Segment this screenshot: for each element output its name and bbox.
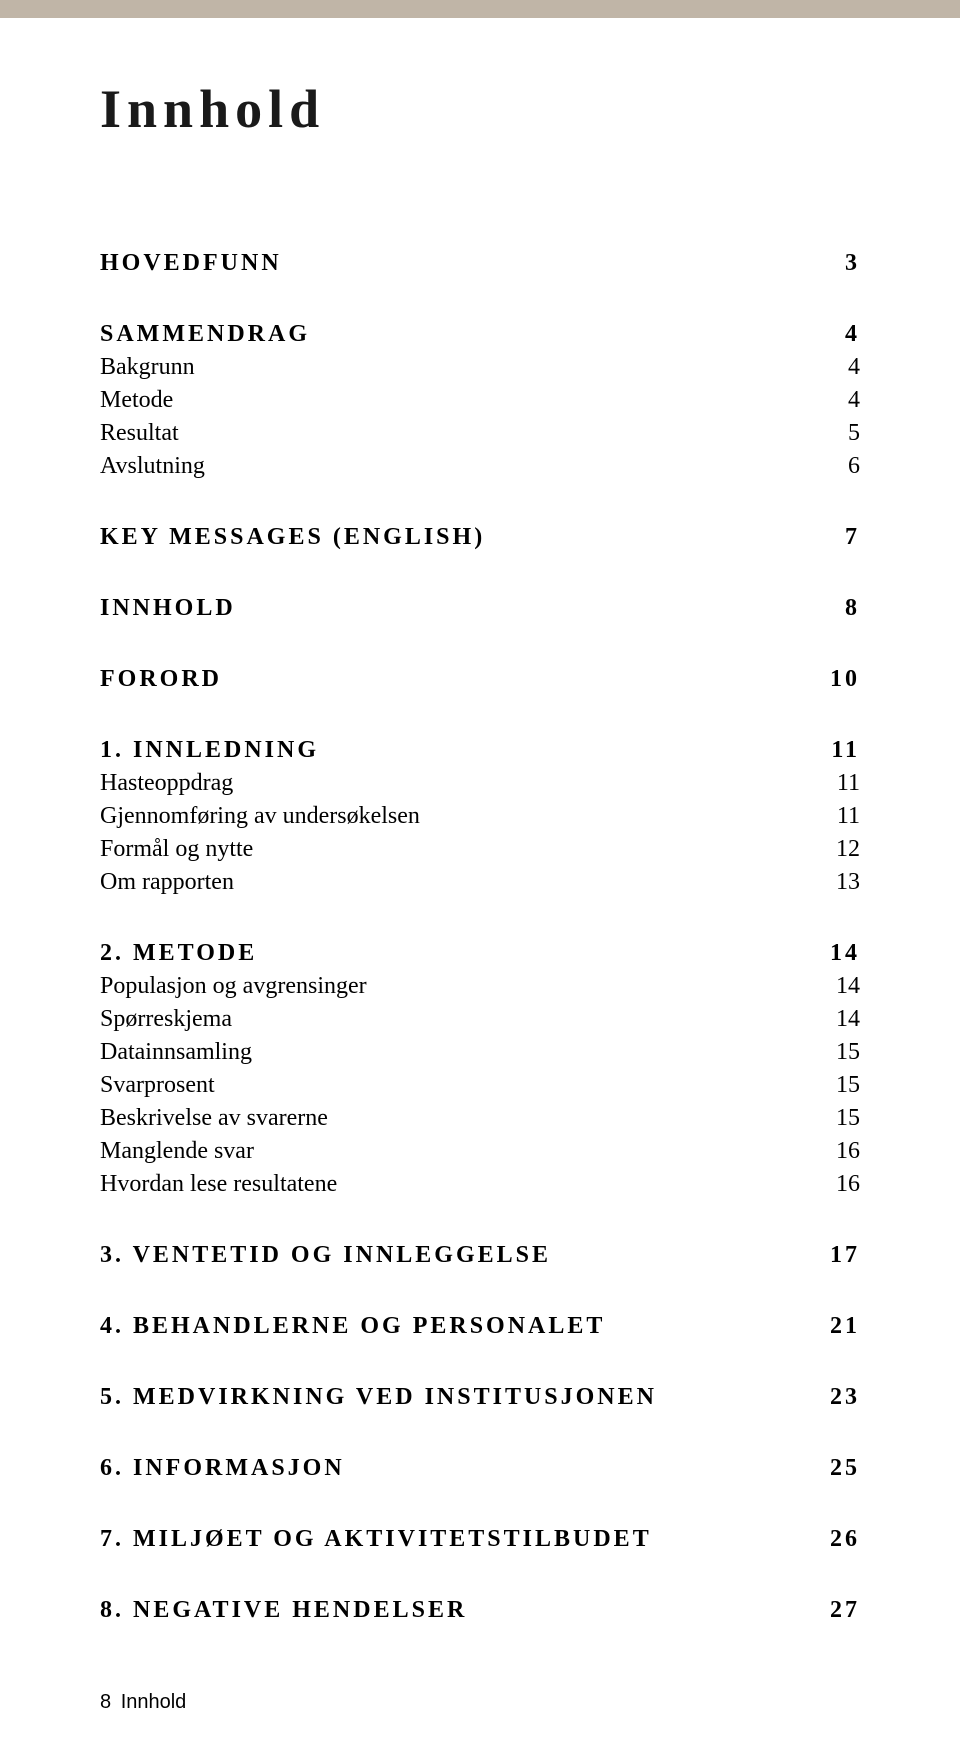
toc-sub-item: Om rapporten13	[100, 869, 860, 896]
toc-sub-item: Populasjon og avgrensinger14	[100, 973, 860, 1000]
toc-section-heading: HOVEDFUNN3	[100, 250, 860, 277]
toc-section-heading: INNHOLD8	[100, 595, 860, 622]
toc-page-number: 4	[820, 387, 860, 414]
footer-page-number: 8	[100, 1691, 111, 1713]
toc-label: 6. INFORMASJON	[100, 1455, 820, 1482]
toc-label: KEY MESSAGES (ENGLISH)	[100, 524, 820, 551]
toc-page-number: 7	[820, 524, 860, 551]
toc-section-heading: SAMMENDRAG4	[100, 321, 860, 348]
toc-label: Metode	[100, 387, 820, 414]
toc-label: Svarprosent	[100, 1072, 820, 1099]
toc-label: 2. METODE	[100, 940, 820, 967]
page: Innhold HOVEDFUNN3SAMMENDRAG4Bakgrunn4Me…	[0, 0, 960, 1750]
toc-label: 3. VENTETID OG INNLEGGELSE	[100, 1242, 820, 1269]
toc-page-number: 13	[820, 869, 860, 896]
toc-section-heading: 6. INFORMASJON25	[100, 1455, 860, 1482]
toc-sub-item: Formål og nytte12	[100, 836, 860, 863]
toc-label: Hvordan lese resultatene	[100, 1171, 820, 1198]
toc-page-number: 4	[820, 321, 860, 348]
toc-page-number: 26	[820, 1526, 860, 1553]
toc-label: INNHOLD	[100, 595, 820, 622]
toc-label: 7. MILJØET OG AKTIVITETSTILBUDET	[100, 1526, 820, 1553]
toc-label: Manglende svar	[100, 1138, 820, 1165]
toc-section-heading: 1. INNLEDNING11	[100, 737, 860, 764]
toc-page-number: 23	[820, 1384, 860, 1411]
toc-page-number: 12	[820, 836, 860, 863]
toc-page-number: 17	[820, 1242, 860, 1269]
toc-sub-item: Beskrivelse av svarerne15	[100, 1105, 860, 1132]
toc-label: Resultat	[100, 420, 820, 447]
toc-page-number: 10	[820, 666, 860, 693]
page-footer: 8 Innhold	[100, 1691, 186, 1714]
toc-page-number: 11	[820, 770, 860, 797]
toc-label: 5. MEDVIRKNING VED INSTITUSJONEN	[100, 1384, 820, 1411]
toc-sub-item: Manglende svar16	[100, 1138, 860, 1165]
toc-sub-item: Avslutning6	[100, 453, 860, 480]
toc-label: 8. NEGATIVE HENDELSER	[100, 1597, 820, 1624]
toc-page-number: 25	[820, 1455, 860, 1482]
toc-label: FORORD	[100, 666, 820, 693]
toc-label: Spørreskjema	[100, 1006, 820, 1033]
toc-label: Datainnsamling	[100, 1039, 820, 1066]
table-of-contents: HOVEDFUNN3SAMMENDRAG4Bakgrunn4Metode4Res…	[100, 250, 860, 1624]
toc-label: Avslutning	[100, 453, 820, 480]
toc-sub-item: Datainnsamling15	[100, 1039, 860, 1066]
footer-label: Innhold	[121, 1691, 187, 1713]
toc-label: Beskrivelse av svarerne	[100, 1105, 820, 1132]
toc-sub-item: Svarprosent15	[100, 1072, 860, 1099]
toc-label: Populasjon og avgrensinger	[100, 973, 820, 1000]
toc-sub-item: Hasteoppdrag11	[100, 770, 860, 797]
toc-page-number: 8	[820, 595, 860, 622]
toc-label: 1. INNLEDNING	[100, 737, 820, 764]
toc-section-heading: 3. VENTETID OG INNLEGGELSE17	[100, 1242, 860, 1269]
toc-label: Formål og nytte	[100, 836, 820, 863]
toc-page-number: 21	[820, 1313, 860, 1340]
content-area: Innhold HOVEDFUNN3SAMMENDRAG4Bakgrunn4Me…	[0, 18, 960, 1624]
toc-section-heading: 5. MEDVIRKNING VED INSTITUSJONEN23	[100, 1384, 860, 1411]
toc-page-number: 14	[820, 940, 860, 967]
toc-page-number: 15	[820, 1039, 860, 1066]
toc-section-heading: 8. NEGATIVE HENDELSER27	[100, 1597, 860, 1624]
toc-section-heading: FORORD10	[100, 666, 860, 693]
toc-label: Om rapporten	[100, 869, 820, 896]
toc-section-heading: 2. METODE14	[100, 940, 860, 967]
toc-page-number: 15	[820, 1072, 860, 1099]
toc-page-number: 15	[820, 1105, 860, 1132]
toc-page-number: 5	[820, 420, 860, 447]
toc-sub-item: Metode4	[100, 387, 860, 414]
toc-section-heading: 7. MILJØET OG AKTIVITETSTILBUDET26	[100, 1526, 860, 1553]
toc-sub-item: Resultat5	[100, 420, 860, 447]
toc-page-number: 4	[820, 354, 860, 381]
toc-page-number: 14	[820, 1006, 860, 1033]
toc-page-number: 16	[820, 1171, 860, 1198]
toc-page-number: 11	[820, 803, 860, 830]
toc-page-number: 14	[820, 973, 860, 1000]
toc-label: HOVEDFUNN	[100, 250, 820, 277]
toc-sub-item: Spørreskjema14	[100, 1006, 860, 1033]
toc-page-number: 3	[820, 250, 860, 277]
toc-page-number: 16	[820, 1138, 860, 1165]
toc-page-number: 6	[820, 453, 860, 480]
toc-section-heading: 4. BEHANDLERNE OG PERSONALET21	[100, 1313, 860, 1340]
header-bar	[0, 0, 960, 18]
toc-label: SAMMENDRAG	[100, 321, 820, 348]
toc-label: Bakgrunn	[100, 354, 820, 381]
toc-label: Gjennomføring av undersøkelsen	[100, 803, 820, 830]
toc-section-heading: KEY MESSAGES (ENGLISH)7	[100, 524, 860, 551]
toc-label: Hasteoppdrag	[100, 770, 820, 797]
toc-sub-item: Bakgrunn4	[100, 354, 860, 381]
page-title: Innhold	[100, 78, 860, 140]
toc-page-number: 27	[820, 1597, 860, 1624]
toc-page-number: 11	[820, 737, 860, 764]
toc-label: 4. BEHANDLERNE OG PERSONALET	[100, 1313, 820, 1340]
toc-sub-item: Hvordan lese resultatene16	[100, 1171, 860, 1198]
toc-sub-item: Gjennomføring av undersøkelsen11	[100, 803, 860, 830]
